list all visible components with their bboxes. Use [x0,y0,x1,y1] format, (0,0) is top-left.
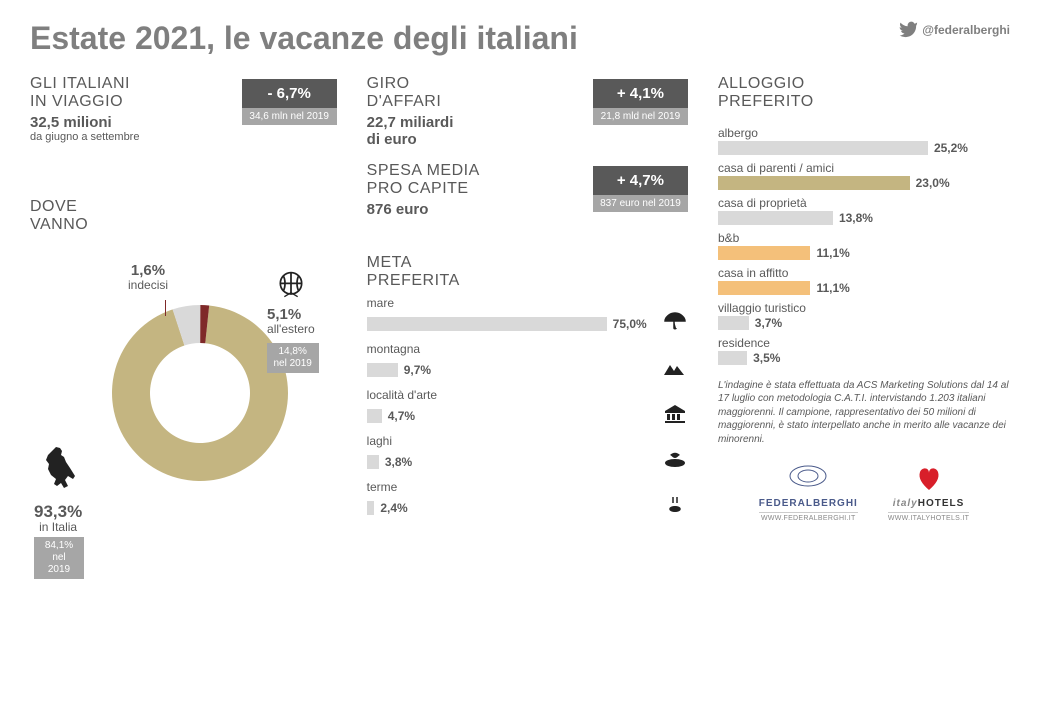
alloggio-bar [718,246,811,260]
alloggio-bar-row: b&b11,1% [718,231,1010,260]
alloggio-bar [718,141,928,155]
estero-pct: 5,1% [267,306,301,323]
travelers-delta: - 6,7% [242,79,337,108]
alloggio-bar-value: 25,2% [934,141,968,155]
meta-bar-label: località d'arte [367,388,688,402]
meta-bar-row: laghi 3,8% [367,434,688,474]
logos: FEDERALBERGHI WWW.FEDERALBERGHI.IT italy… [718,464,1010,522]
alloggio-bar-label: albergo [718,126,1010,140]
meta-bar-value: 9,7% [404,363,431,377]
meta-bar-value: 4,7% [388,409,415,423]
alloggio-bar-value: 13,8% [839,211,873,225]
spend-value: 876 euro [367,201,573,218]
turnover-delta: + 4,1% [593,79,688,108]
meta-bar-label: mare [367,296,688,310]
alloggio-bar [718,281,811,295]
meta-bar [367,409,382,423]
mountain-icon [662,357,688,382]
italy-icon [38,445,80,508]
spend-delta: + 4,7% [593,166,688,195]
meta-bar-label: montagna [367,342,688,356]
lake-icon [662,449,688,474]
spa-icon [662,495,688,520]
estero-label: all'estero [267,322,315,336]
travelers-prev: 34,6 mln nel 2019 [242,108,337,125]
travelers-heading: GLI ITALIANI IN VIAGGIO [30,75,222,112]
meta-bar [367,455,379,469]
footnote: L'indagine è stata effettuata da ACS Mar… [718,379,1010,447]
meta-bar-label: terme [367,480,688,494]
alloggio-bar-value: 11,1% [816,246,849,260]
twitter-icon [898,20,918,40]
alloggio-heading: ALLOGGIO PREFERITO [718,75,1010,112]
alloggio-bar-row: casa in affitto11,1% [718,266,1010,295]
alloggio-bar [718,351,747,365]
meta-chart: mare 75,0% montagna 9,7% località d'arte 4,7%… [367,296,688,520]
alloggio-bar-row: casa di proprietà13,8% [718,196,1010,225]
italia-pct: 93,3% [34,502,82,521]
page-title: Estate 2021, le vacanze degli italiani [30,20,1010,57]
alloggio-bar-label: casa in affitto [718,266,1010,280]
italyhotels-logo: italyHOTELS WWW.ITALYHOTELS.IT [888,464,969,522]
italia-label: in Italia [39,520,77,534]
alloggio-bar-label: villaggio turistico [718,301,1010,315]
meta-bar-value: 3,8% [385,455,412,469]
museum-icon [662,403,688,428]
alloggio-bar-row: villaggio turistico3,7% [718,301,1010,330]
meta-bar [367,501,375,515]
meta-bar-value: 2,4% [380,501,407,515]
meta-bar-row: località d'arte 4,7% [367,388,688,428]
donut-chart: 1,6% indecisi 5,1% all'estero 14,8% nel … [30,245,337,545]
meta-bar [367,363,398,377]
meta-bar [367,317,607,331]
estero-prev: 14,8% nel 2019 [267,343,319,373]
indecisi-pct: 1,6% [131,262,165,279]
federalberghi-logo: FEDERALBERGHI WWW.FEDERALBERGHI.IT [759,464,858,522]
alloggio-bar-label: residence [718,336,1010,350]
travelers-block: GLI ITALIANI IN VIAGGIO 32,5 milioni da … [30,75,337,143]
alloggio-bar-label: b&b [718,231,1010,245]
turnover-heading: GIRO D'AFFARI [367,75,573,112]
meta-bar-row: mare 75,0% [367,296,688,336]
umbrella-icon [662,311,688,336]
turnover-prev: 21,8 mld nel 2019 [593,108,688,125]
spend-block: SPESA MEDIA PRO CAPITE 876 euro + 4,7% 8… [367,162,688,218]
meta-heading: META PREFERITA [367,254,688,291]
alloggio-bar-label: casa di parenti / amici [718,161,1010,175]
alloggio-bar-value: 23,0% [916,176,950,190]
alloggio-bar-label: casa di proprietà [718,196,1010,210]
twitter-handle: @federalberghi [898,20,1010,40]
alloggio-bar-row: residence3,5% [718,336,1010,365]
dove-heading: DOVE VANNO [30,198,337,235]
twitter-handle-text: @federalberghi [922,23,1010,37]
alloggio-bar [718,211,833,225]
globe-icon [275,270,307,307]
alloggio-chart: albergo25,2% casa di parenti / amici23,0%… [718,126,1010,365]
alloggio-bar [718,176,910,190]
spend-heading: SPESA MEDIA PRO CAPITE [367,162,573,199]
alloggio-bar-value: 3,7% [755,316,782,330]
indecisi-label: indecisi [128,278,168,292]
alloggio-bar [718,316,749,330]
alloggio-bar-row: casa di parenti / amici23,0% [718,161,1010,190]
meta-bar-row: terme 2,4% [367,480,688,520]
travelers-period: da giugno a settembre [30,131,222,143]
alloggio-bar-value: 3,5% [753,351,780,365]
turnover-value: 22,7 miliardidi euro [367,114,573,148]
travelers-value: 32,5 milioni [30,114,222,131]
spend-prev: 837 euro nel 2019 [593,195,688,212]
meta-bar-label: laghi [367,434,688,448]
turnover-block: GIRO D'AFFARI 22,7 miliardidi euro + 4,1… [367,75,688,148]
alloggio-bar-row: albergo25,2% [718,126,1010,155]
alloggio-bar-value: 11,1% [816,281,849,295]
italia-prev: 84,1% nel 2019 [34,537,84,579]
meta-bar-row: montagna 9,7% [367,342,688,382]
meta-bar-value: 75,0% [613,317,647,331]
